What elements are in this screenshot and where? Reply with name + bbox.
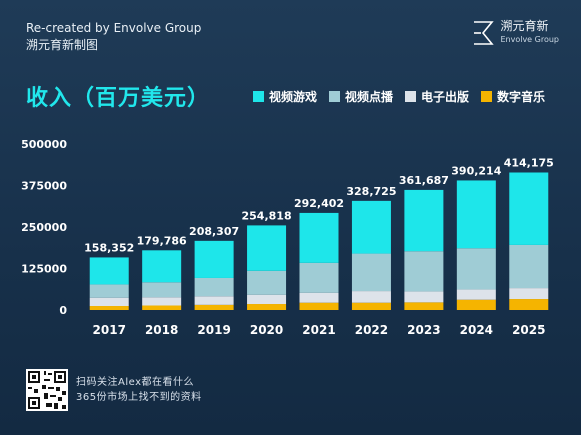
envolve-logo-icon [474,21,495,45]
bar-segment [142,282,182,298]
bar-total-label: 390,214 [451,164,501,177]
bar-segment [142,305,182,310]
bar-segment [247,304,287,310]
legend-label: 电子出版 [421,90,470,104]
y-tick-label: 0 [59,304,67,317]
x-tick-label: 2022 [355,323,388,337]
legend-swatch [329,91,341,102]
bar-segment [351,291,391,303]
footer: 扫码关注Alex都在看什么 365份市场上找不到的资料 [26,369,202,411]
bar-total-label: 254,818 [242,209,292,222]
legend-item-video-games: 视频游戏 [253,88,317,105]
bar-segment [404,291,444,303]
credit-line-cn: 溯元育新制图 [26,38,99,52]
y-tick-label: 125000 [21,263,67,276]
bar-segment [194,277,234,297]
bar-segment [404,189,444,252]
bar-segment [299,262,339,293]
chart-legend: 视频游戏 视频点播 电子出版 数字音乐 [253,88,545,105]
bar-segment [456,289,496,300]
credit-block: Re-created by Envolve Group 溯元育新制图 [26,20,201,54]
chart-title: 收入（百万美元） [26,86,211,111]
logo-name-cn: 溯元育新 [500,19,549,33]
bar-segment [89,297,129,307]
logo-name-en: Envolve Group [500,35,559,44]
bar-segment [509,299,549,310]
bar-segment [351,302,391,310]
legend-swatch [405,91,417,102]
bar-total-label: 179,786 [137,234,187,247]
legend-label: 视频游戏 [269,90,318,104]
bar-segment [247,225,287,271]
bar-segment [404,251,444,292]
legend-swatch [253,91,264,102]
legend-item-digital-music: 数字音乐 [481,88,545,105]
bar-segment [247,270,287,295]
x-tick-label: 2024 [460,323,493,337]
x-tick-label: 2020 [250,323,283,337]
bar-segment [456,180,496,249]
bar-segment [404,302,444,310]
footer-line-1: 扫码关注Alex都在看什么 [76,377,195,388]
bar-total-label: 328,725 [346,185,396,198]
bar-segment [194,296,234,305]
x-tick-label: 2018 [145,323,178,337]
x-tick-label: 2021 [302,323,335,337]
qr-code-icon[interactable] [26,369,68,411]
y-tick-label: 250000 [21,221,67,234]
bar-segment [509,288,549,300]
bar-segment [142,297,182,306]
bar-segment [351,200,391,254]
credit-line-en: Re-created by Envolve Group [26,21,202,35]
bar-segment [299,302,339,310]
bar-total-label: 158,352 [84,241,134,254]
bar-total-label: 361,687 [399,174,449,187]
x-tick-label: 2017 [93,323,126,337]
bar-segment [89,284,129,298]
legend-item-video-on-demand: 视频点播 [329,88,393,105]
bar-segment [509,244,549,289]
bar-segment [299,292,339,303]
legend-label: 数字音乐 [497,90,546,104]
bar-segment [299,212,339,263]
bar-segment [456,248,496,290]
bar-segment [247,294,287,305]
bar-total-label: 208,307 [189,225,239,238]
x-tick-label: 2025 [512,323,545,337]
bar-total-label: 292,402 [294,197,344,210]
y-tick-label: 500000 [21,138,67,151]
bar-segment [351,253,391,292]
legend-swatch [481,91,493,102]
legend-label: 视频点播 [345,90,394,104]
bar-total-label: 414,175 [504,156,554,169]
brand-logo: 溯元育新 Envolve Group [472,20,559,46]
bar-segment [456,299,496,310]
x-tick-label: 2019 [197,323,230,337]
legend-item-e-publishing: 电子出版 [405,88,469,105]
bar-segment [89,257,129,285]
bar-segment [142,250,182,283]
bar-segment [509,172,549,245]
y-tick-label: 375000 [21,180,67,193]
bar-segment [194,304,234,310]
x-tick-label: 2023 [407,323,440,337]
bar-segment [194,240,234,278]
footer-line-2: 365份市场上找不到的资料 [76,392,202,403]
bar-segment [89,306,129,310]
